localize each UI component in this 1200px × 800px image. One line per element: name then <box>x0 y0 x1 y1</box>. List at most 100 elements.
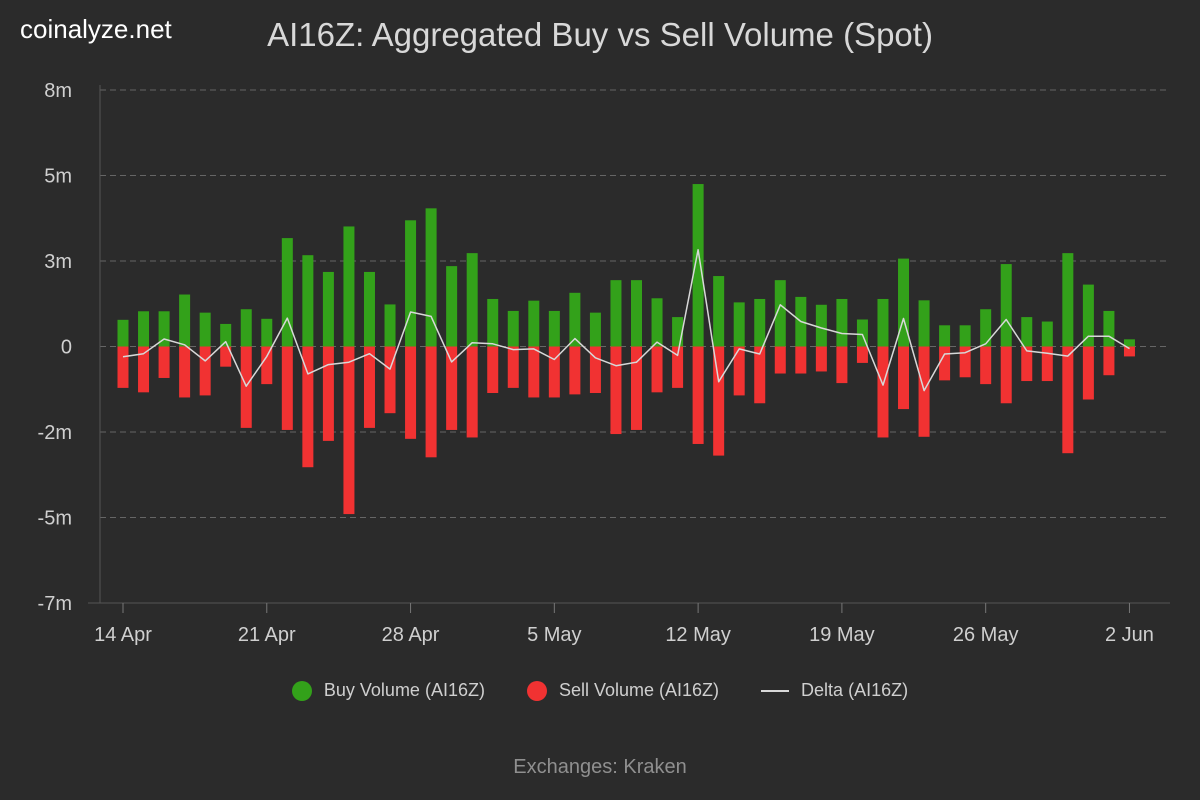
legend-item-delta[interactable]: Delta (AI16Z) <box>761 680 908 701</box>
sell-volume-bar <box>631 346 642 430</box>
sell-volume-bar <box>589 346 601 394</box>
chart-title: AI16Z: Aggregated Buy vs Sell Volume (Sp… <box>267 16 933 53</box>
legend-item-sell[interactable]: Sell Volume (AI16Z) <box>526 680 719 701</box>
sell-volume-bar <box>795 346 807 374</box>
buy-volume-bar <box>425 208 437 347</box>
axes <box>88 85 1170 613</box>
sell-volume-bar <box>199 346 211 396</box>
x-tick-label: 14 Apr <box>94 624 152 646</box>
sell-volume-bar <box>384 346 396 414</box>
buy-dot-icon <box>291 680 312 701</box>
buy-volume-bar <box>322 271 334 347</box>
y-tick-label: -7m <box>38 593 72 615</box>
sell-volume-bar <box>487 346 499 394</box>
buy-volume-bar <box>343 226 355 347</box>
sell-volume-bar <box>1000 346 1012 404</box>
buy-volume-bar <box>117 319 129 347</box>
sell-volume-bar <box>713 346 725 456</box>
sell-volume-bar <box>672 346 684 388</box>
sell-volume-bar <box>959 346 971 378</box>
sell-volume-bar <box>815 346 827 372</box>
sell-volume-bar <box>754 346 766 404</box>
brand-logo: coinalyze.net <box>20 14 172 44</box>
sell-dot-icon <box>526 680 547 701</box>
buy-volume-bar <box>651 298 663 347</box>
buy-volume-bar <box>1082 284 1094 347</box>
buy-volume-bar <box>302 255 314 347</box>
buy-volume-bar <box>939 325 951 347</box>
sell-volume-bar <box>774 346 786 374</box>
exchanges-footer: Exchanges: Kraken <box>513 756 687 778</box>
sell-volume-bar <box>918 346 930 437</box>
sell-volume-bar <box>322 346 334 441</box>
sell-volume-bar <box>343 346 355 515</box>
buy-volume-bar <box>487 298 499 347</box>
buy-volume-bar <box>1021 317 1033 347</box>
buy-volume-bar <box>774 280 786 347</box>
buy-volume-bar <box>815 304 827 347</box>
sell-volume-bar <box>446 346 458 430</box>
y-tick-label: 8m <box>44 80 72 102</box>
buy-volume-bar <box>877 298 889 347</box>
sell-volume-bar <box>281 346 293 430</box>
buy-volume-bar <box>754 298 766 347</box>
x-tick-label: 2 Jun <box>1105 624 1154 646</box>
buy-volume-bar <box>631 280 642 347</box>
buy-volume-bar <box>281 238 293 347</box>
delta-line <box>122 248 1130 392</box>
buy-volume-bar <box>528 300 540 347</box>
buy-volume-bar <box>918 300 930 347</box>
legend-label-buy: Buy Volume (AI16Z) <box>323 680 485 700</box>
sell-volume-bar <box>158 346 170 378</box>
sell-volume-bar <box>856 346 868 363</box>
sell-volume-bar <box>1062 346 1074 454</box>
sell-volume-bar <box>528 346 540 398</box>
buy-volume-bar <box>158 311 170 347</box>
buy-volume-bar <box>199 312 211 347</box>
buy-volume-bar <box>548 310 560 347</box>
buy-volume-bar <box>589 312 601 347</box>
y-tick-label: 5m <box>44 166 72 188</box>
buy-volume-bar <box>713 276 725 347</box>
buy-volume-bar <box>1103 310 1115 347</box>
x-tick-label: 5 May <box>527 624 581 646</box>
x-tick-label: 28 Apr <box>382 624 440 646</box>
legend-item-buy[interactable]: Buy Volume (AI16Z) <box>291 680 485 701</box>
delta-line-icon <box>761 689 790 692</box>
sell-volume-bar <box>651 346 663 393</box>
sell-volume-bar <box>610 346 622 435</box>
sell-volume-bar <box>220 346 232 367</box>
legend-label-delta: Delta (AI16Z) <box>801 680 909 700</box>
buy-volume-bar <box>138 311 150 347</box>
sell-volume-bar <box>1082 346 1094 400</box>
sell-volume-bar <box>692 346 704 444</box>
sell-volume-bar <box>877 346 889 438</box>
x-tick-label: 12 May <box>665 624 731 646</box>
sell-volume-bar <box>1041 346 1053 382</box>
buy-volume-bar <box>692 184 704 347</box>
delta-line-layer <box>122 248 1130 392</box>
buy-volume-bar <box>980 309 992 347</box>
sell-volume-bar <box>302 346 314 468</box>
buy-volume-bar <box>959 325 971 347</box>
sell-volume-bar <box>898 346 910 410</box>
sell-volume-bar <box>980 346 992 385</box>
bars <box>117 184 1135 515</box>
buy-volume-bar <box>405 220 417 347</box>
buy-volume-bar <box>179 294 191 347</box>
sell-volume-bar <box>836 346 848 384</box>
buy-volume-bar <box>569 292 581 347</box>
sell-volume-bar <box>548 346 560 398</box>
buy-volume-bar <box>220 323 232 347</box>
sell-volume-bar <box>117 346 129 388</box>
buy-volume-bar <box>363 271 375 347</box>
buy-volume-bar <box>384 304 396 347</box>
x-tick-label: 26 May <box>953 624 1019 646</box>
sell-volume-bar <box>261 346 273 385</box>
buy-volume-bar <box>261 318 273 347</box>
y-tick-label: -2m <box>38 422 72 444</box>
sell-volume-bar <box>733 346 745 396</box>
sell-volume-bar <box>1103 346 1115 376</box>
sell-volume-bar <box>240 346 252 428</box>
